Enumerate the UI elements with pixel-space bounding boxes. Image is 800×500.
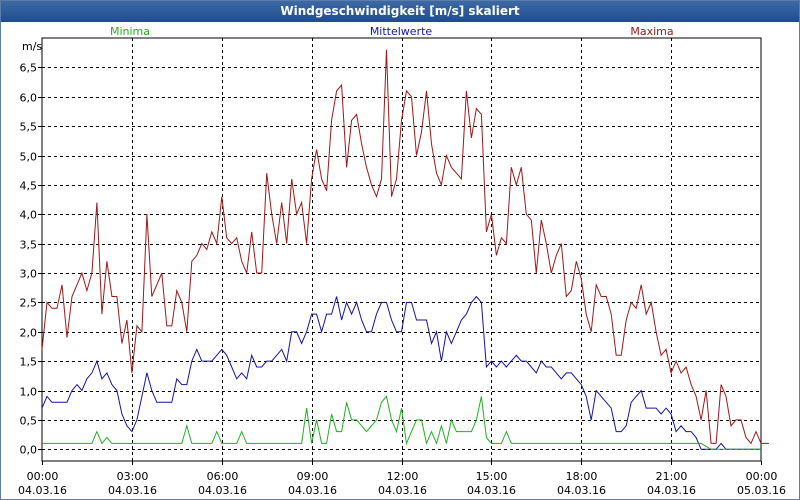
x-tick-time-label: 12:00 xyxy=(387,470,419,483)
x-tick-time-label: 09:00 xyxy=(297,470,329,483)
series-layer xyxy=(41,49,769,450)
y-tick-label: 3,5 xyxy=(20,239,38,252)
x-tick-date-label: 05.03.16 xyxy=(737,484,786,497)
y-axis-unit-label: m/s xyxy=(22,40,42,53)
x-tick-date-label: 04.03.16 xyxy=(198,484,247,497)
y-tick-label: 6,5 xyxy=(20,62,38,75)
axis-layer: 0,0 0,5 1,0 1,5 2,0 2,5 3,0 3,5 4,0 4,5 5,0 5,5 6,0 6… xyxy=(18,37,786,497)
y-tick-label: 2,0 xyxy=(20,327,38,340)
x-tick-date-label: 04.03.16 xyxy=(557,484,606,497)
x-tick-date-label: 04.03.16 xyxy=(18,484,67,497)
x-tick-time-label: 00:00 xyxy=(27,470,59,483)
legend-maxima: Maxima xyxy=(630,25,673,38)
y-tick-label: 0,5 xyxy=(20,415,38,428)
x-tick-date-label: 04.03.16 xyxy=(288,484,337,497)
x-tick-date-label: 04.03.16 xyxy=(467,484,516,497)
x-tick-time-label: 18:00 xyxy=(566,470,598,483)
y-tick-label: 1,0 xyxy=(20,386,38,399)
x-tick-time-label: 21:00 xyxy=(656,470,688,483)
y-tick-label: 0,0 xyxy=(20,444,38,457)
grid-layer xyxy=(42,38,761,461)
series-line-mittelwerte xyxy=(41,295,761,450)
y-tick-label: 4,5 xyxy=(20,180,38,193)
y-tick-label: 4,0 xyxy=(20,209,38,222)
window-title: Windgeschwindigkeit [m/s] skaliert xyxy=(1,1,799,22)
x-tick-date-label: 04.03.16 xyxy=(378,484,427,497)
legend-minima: Minima xyxy=(110,25,150,38)
y-tick-label: 2,5 xyxy=(20,297,38,310)
series-line-maxima xyxy=(41,49,769,445)
y-tick-label: 5,0 xyxy=(20,151,38,164)
y-tick-label: 3,0 xyxy=(20,268,38,281)
y-tick-label: 5,5 xyxy=(20,121,38,134)
y-tick-label: 1,5 xyxy=(20,356,38,369)
x-tick-time-label: 15:00 xyxy=(476,470,508,483)
x-tick-date-label: 04.03.16 xyxy=(647,484,696,497)
legend-mittelwerte: Mittelwerte xyxy=(370,25,433,38)
y-tick-label: 6,0 xyxy=(20,92,38,105)
x-tick-time-label: 00:00 xyxy=(746,470,778,483)
plot-frame xyxy=(41,37,762,462)
series-line-minima xyxy=(42,395,761,450)
x-tick-time-label: 03:00 xyxy=(117,470,149,483)
x-tick-date-label: 04.03.16 xyxy=(108,484,157,497)
x-tick-time-label: 06:00 xyxy=(207,470,239,483)
